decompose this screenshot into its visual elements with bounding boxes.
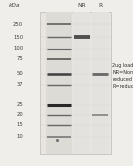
Text: 100: 100	[13, 46, 23, 51]
Text: 75: 75	[16, 56, 23, 61]
Text: 25: 25	[16, 102, 23, 107]
Text: 250: 250	[13, 22, 23, 27]
Text: 37: 37	[17, 83, 23, 87]
Bar	[40, 12, 111, 154]
Text: 15: 15	[16, 122, 23, 127]
Text: kDa: kDa	[9, 3, 21, 8]
Bar	[73, 12, 90, 154]
Text: R: R	[98, 3, 103, 8]
Bar	[46, 12, 72, 154]
Text: 150: 150	[13, 35, 23, 40]
Text: 20: 20	[16, 112, 23, 117]
Text: NR: NR	[78, 3, 86, 8]
Text: 50: 50	[16, 71, 23, 76]
Text: 10: 10	[16, 134, 23, 139]
Text: 2ug loading
NR=Non-
reduced
R=reduced: 2ug loading NR=Non- reduced R=reduced	[112, 63, 133, 88]
Bar	[92, 12, 109, 154]
